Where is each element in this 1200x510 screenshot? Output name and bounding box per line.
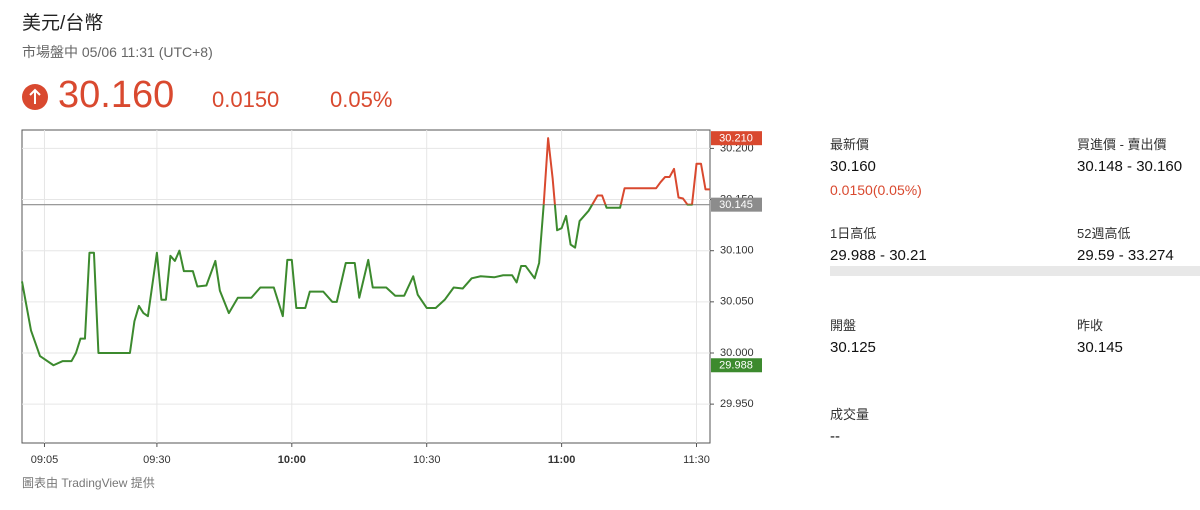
x-tick-label: 10:00 — [278, 454, 306, 466]
stat-value: -- — [830, 428, 840, 445]
stat-label: 開盤 — [830, 318, 857, 333]
price: 30.160 — [58, 74, 175, 116]
change-pct: 0.05% — [330, 87, 393, 112]
stat-label: 昨收 — [1077, 318, 1104, 333]
stat-label: 成交量 — [830, 407, 870, 422]
up-arrow — [29, 88, 41, 104]
up-icon — [22, 84, 48, 110]
stat-label: 52週高低 — [1077, 226, 1131, 241]
reference-tag — [711, 197, 762, 212]
y-tick-label: 30.100 — [720, 245, 754, 257]
stat-label: 1日高低 — [830, 226, 877, 241]
stat-value: 30.145 — [1077, 339, 1123, 356]
high-tag-label: 30.210 — [719, 133, 753, 145]
stat-value: 30.125 — [830, 339, 876, 356]
stat-change: 0.0150(0.05%) — [830, 182, 922, 198]
stat-value: 29.59 - 33.274 — [1077, 247, 1174, 264]
stat-value: 30.160 — [830, 158, 876, 175]
subtitle: 市場盤中 05/06 11:31 (UTC+8) — [22, 44, 213, 60]
stat-label: 買進價 - 賣出價 — [1077, 137, 1167, 152]
low-tag-label: 29.988 — [719, 360, 753, 372]
y-tick-label: 30.050 — [720, 296, 754, 308]
stat-value: 30.148 - 30.160 — [1077, 158, 1183, 175]
y-tick-label: 30.200 — [720, 142, 754, 154]
change: 0.0150 — [212, 87, 280, 112]
chart: 29.95030.00030.05030.10030.15030.20009:0… — [21, 129, 762, 466]
x-tick-label: 09:05 — [31, 454, 59, 466]
x-tick-label: 11:30 — [683, 454, 710, 466]
low-tag — [711, 358, 762, 373]
price-line — [21, 137, 710, 367]
x-tick-label: 09:30 — [143, 454, 171, 466]
reference-tag-label: 30.145 — [719, 199, 753, 211]
title: 美元/台幣 — [22, 13, 104, 34]
stat-label: 最新價 — [830, 137, 870, 152]
plot-area — [21, 129, 711, 444]
footer: 圖表由 TradingView 提供 — [22, 476, 155, 490]
x-tick-label: 10:30 — [413, 454, 441, 466]
stat-value: 29.988 - 30.21 — [830, 247, 927, 264]
x-tick-label: 11:00 — [548, 454, 576, 466]
separator — [830, 266, 1200, 276]
y-tick-label: 29.950 — [720, 398, 754, 410]
high-tag — [711, 131, 762, 146]
y-tick-label: 30.000 — [720, 347, 754, 359]
